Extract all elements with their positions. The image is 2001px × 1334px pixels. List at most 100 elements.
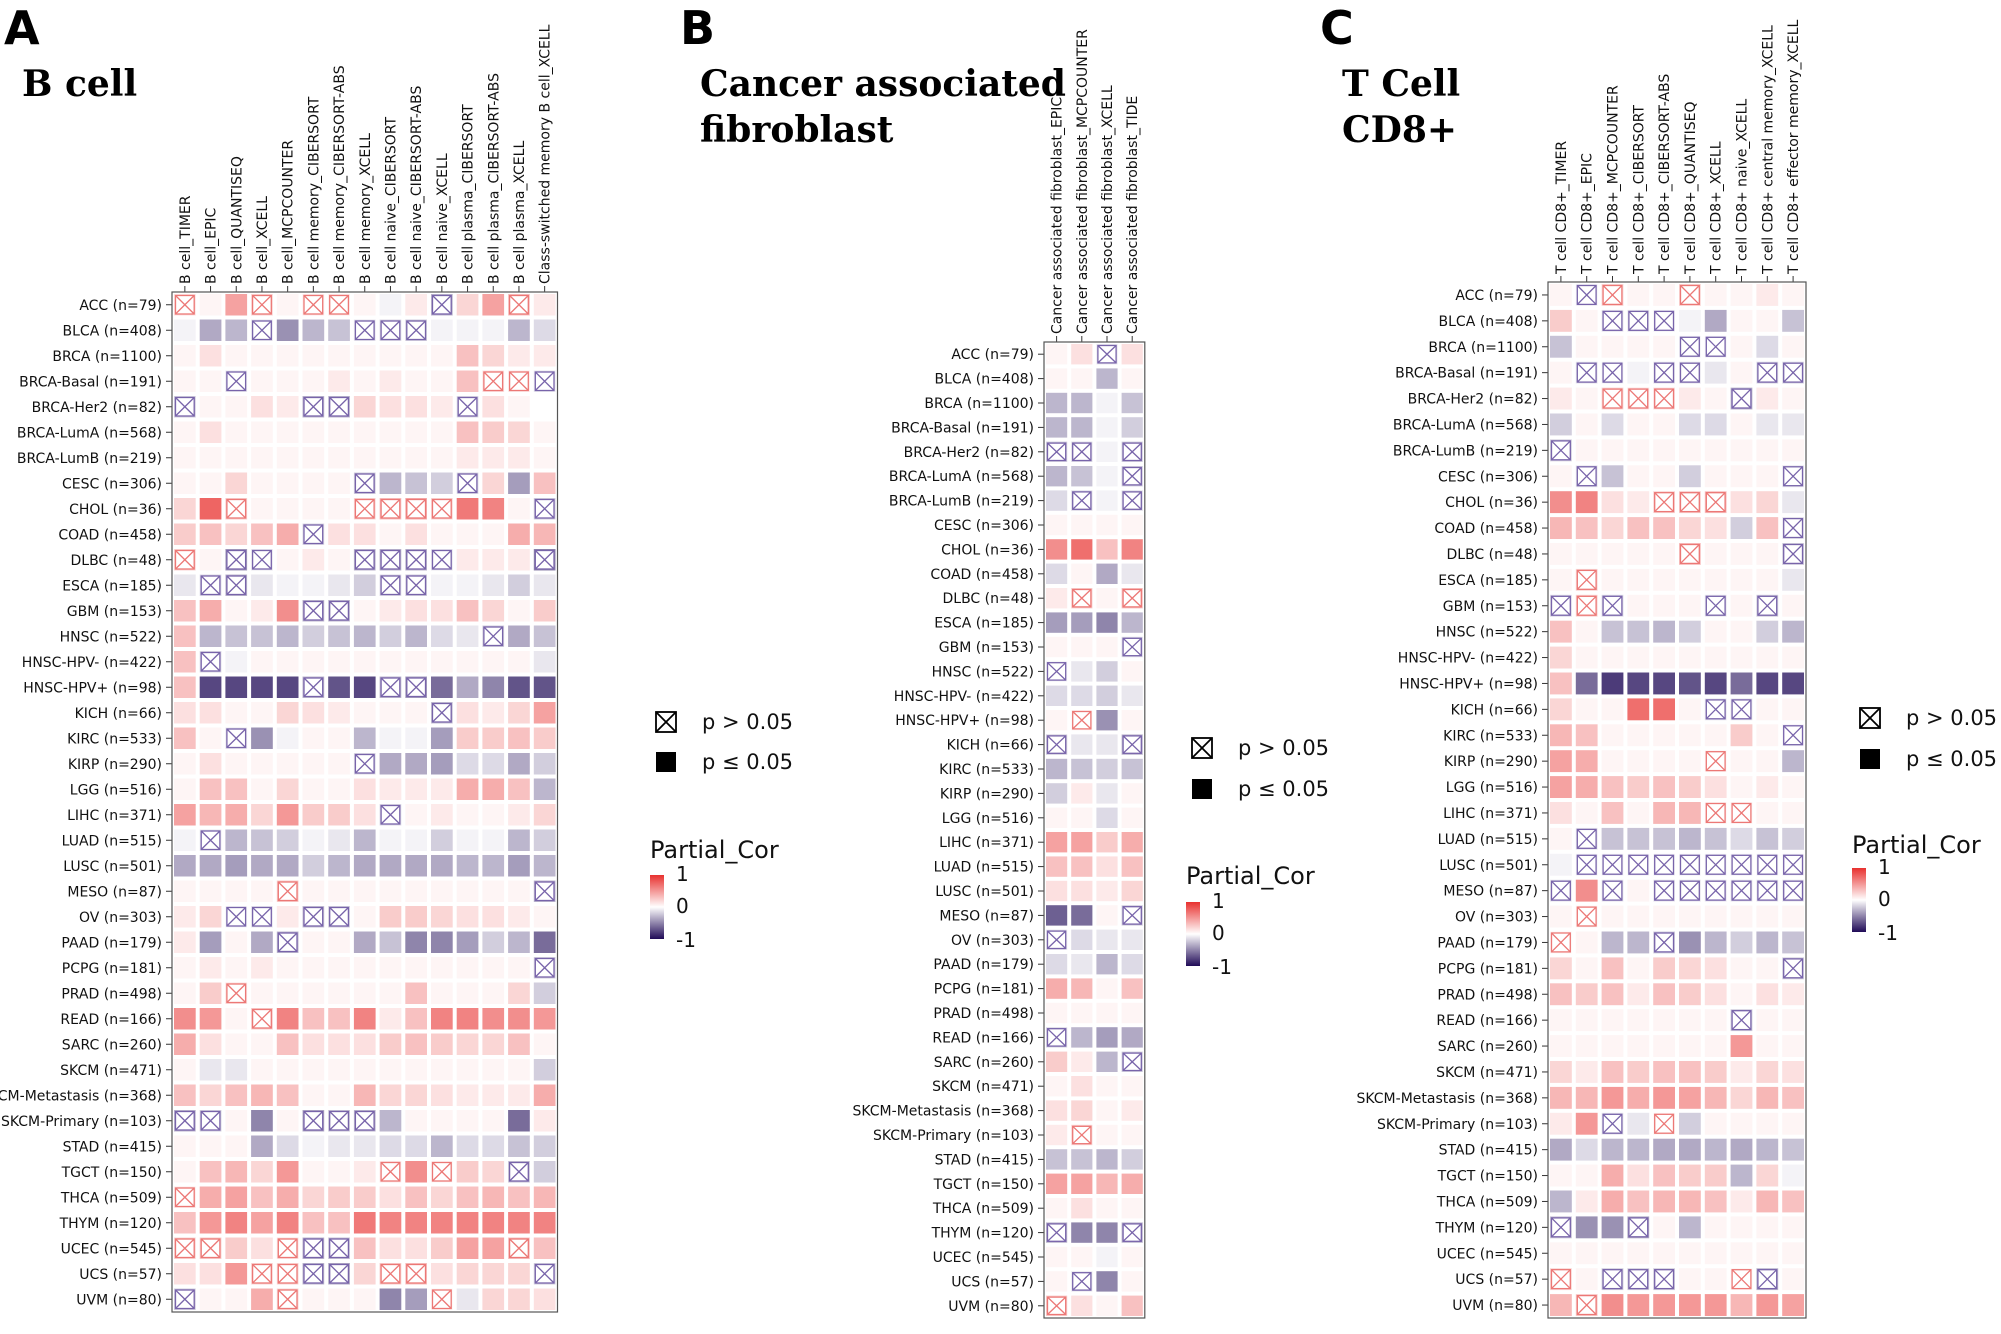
heatmap-cell bbox=[456, 957, 479, 979]
heatmap-cell bbox=[1756, 413, 1779, 436]
heatmap-cell bbox=[456, 447, 479, 469]
heatmap-cell bbox=[1071, 1246, 1093, 1268]
heatmap-cell bbox=[1575, 931, 1598, 954]
heatmap-cell bbox=[302, 345, 325, 367]
nonsig-cross-line bbox=[1757, 595, 1778, 616]
heatmap-cell bbox=[1046, 954, 1068, 975]
heatmap-cell bbox=[456, 574, 479, 596]
row-label: PCPG (n=181) bbox=[62, 961, 162, 977]
heatmap-cell bbox=[1575, 309, 1598, 332]
nonsig-cross-line bbox=[483, 371, 504, 391]
heatmap-cell bbox=[328, 498, 350, 520]
heatmap-cell bbox=[431, 1263, 453, 1285]
row-label: SKCM-Metastasis (n=368) bbox=[0, 1088, 162, 1104]
colorbar-title: Partial_Cor bbox=[650, 836, 779, 864]
column-label: T cell CD8+_MCPCOUNTER bbox=[1606, 85, 1622, 275]
row-label: UCEC (n=545) bbox=[933, 1250, 1034, 1266]
heatmap-cell bbox=[1046, 539, 1068, 560]
heatmap-cell bbox=[328, 1059, 350, 1081]
heatmap-cell bbox=[1601, 724, 1624, 747]
legend-fill-label: p ≤ 0.05 bbox=[702, 750, 793, 774]
heatmap-cell bbox=[1782, 1009, 1804, 1032]
heatmap-cell bbox=[1653, 465, 1675, 488]
heatmap-cell bbox=[533, 1212, 556, 1234]
heatmap-cell bbox=[1601, 1035, 1624, 1057]
nonsig-cross-line bbox=[252, 1264, 272, 1284]
heatmap-cell bbox=[1627, 1086, 1650, 1109]
heatmap-cell bbox=[533, 1084, 556, 1106]
heatmap-cell bbox=[225, 1008, 248, 1030]
heatmap-cell bbox=[456, 1263, 479, 1285]
heatmap-cell bbox=[405, 600, 427, 622]
heatmap-cell bbox=[302, 319, 325, 341]
heatmap-cell bbox=[1601, 776, 1624, 798]
nonsig-cross-line bbox=[303, 524, 324, 544]
heatmap-cell bbox=[1730, 1061, 1753, 1083]
heatmap-cell bbox=[456, 421, 479, 443]
heatmap-cell bbox=[199, 396, 222, 418]
heatmap-cell bbox=[1653, 543, 1675, 565]
heatmap-cell bbox=[405, 1033, 427, 1055]
row-label: LUSC (n=501) bbox=[935, 884, 1034, 900]
heatmap-cell bbox=[1550, 517, 1572, 539]
heatmap-cell bbox=[1601, 1242, 1624, 1265]
row-label: PAAD (n=179) bbox=[61, 935, 162, 951]
heatmap-cell bbox=[1071, 417, 1093, 438]
heatmap-cell bbox=[225, 1212, 248, 1234]
heatmap-cell bbox=[405, 1186, 427, 1208]
nonsig-cross-line bbox=[1705, 492, 1726, 513]
nonsig-cross-line bbox=[1783, 958, 1803, 979]
row-label: LUAD (n=515) bbox=[62, 833, 162, 849]
heatmap-cell bbox=[328, 1212, 350, 1234]
row-label: UVM (n=80) bbox=[76, 1292, 162, 1308]
heatmap-cell bbox=[1782, 568, 1804, 591]
heatmap-cell bbox=[1756, 750, 1779, 773]
heatmap-cell bbox=[379, 1059, 402, 1081]
nonsig-cross-line bbox=[1551, 595, 1571, 616]
nonsig-cross-line bbox=[277, 1289, 298, 1309]
heatmap-cell bbox=[1756, 646, 1779, 669]
heatmap-cell bbox=[199, 778, 222, 800]
nonsig-cross-line bbox=[1731, 699, 1752, 720]
heatmap-cell bbox=[1575, 983, 1598, 1006]
heatmap-cell bbox=[405, 651, 427, 673]
row-label: BRCA-Basal (n=191) bbox=[19, 374, 162, 390]
row-label: BRCA-LumB (n=219) bbox=[889, 494, 1034, 510]
column-label: Cancer associated fibroblast_TIDE bbox=[1125, 96, 1141, 334]
heatmap-cell bbox=[1756, 776, 1779, 798]
column-label: T cell CD8+_QUANTISEQ bbox=[1683, 102, 1699, 275]
heatmap-cell bbox=[1575, 413, 1598, 436]
heatmap-cell bbox=[1096, 929, 1118, 950]
nonsig-cross-line bbox=[1705, 803, 1726, 823]
heatmap-cell bbox=[1730, 1190, 1753, 1213]
heatmap-cell bbox=[1653, 439, 1675, 462]
heatmap-cell bbox=[1627, 620, 1650, 643]
heatmap-cell bbox=[1704, 413, 1727, 436]
heatmap-cell bbox=[379, 1135, 402, 1157]
nonsig-cross-line bbox=[406, 550, 426, 570]
row-label: HNSC (n=522) bbox=[1436, 625, 1538, 641]
heatmap-cell bbox=[302, 727, 325, 749]
row-label: KICH (n=66) bbox=[947, 738, 1034, 754]
heatmap-cell bbox=[199, 931, 222, 953]
heatmap-cell bbox=[405, 906, 427, 928]
heatmap-cell bbox=[482, 294, 505, 316]
row-label: PAAD (n=179) bbox=[933, 957, 1034, 973]
heatmap-cell bbox=[1046, 1271, 1068, 1292]
heatmap-cell bbox=[225, 1033, 248, 1055]
heatmap-cell bbox=[1782, 309, 1804, 332]
heatmap-cell bbox=[1601, 543, 1624, 565]
heatmap-cell bbox=[276, 651, 299, 673]
heatmap-cell bbox=[353, 294, 376, 316]
heatmap-cell bbox=[199, 319, 222, 341]
nonsig-cross-line bbox=[1122, 735, 1142, 754]
nonsig-cross-line bbox=[1602, 880, 1623, 901]
heatmap-cell bbox=[353, 1263, 376, 1285]
heatmap-cell bbox=[1756, 439, 1779, 462]
heatmap-cell bbox=[379, 855, 402, 877]
heatmap-cell bbox=[1601, 672, 1624, 695]
heatmap-cell bbox=[353, 931, 376, 953]
heatmap-cell bbox=[1679, 1164, 1701, 1187]
heatmap-cell bbox=[1601, 1294, 1624, 1316]
heatmap-cell bbox=[1679, 439, 1701, 462]
